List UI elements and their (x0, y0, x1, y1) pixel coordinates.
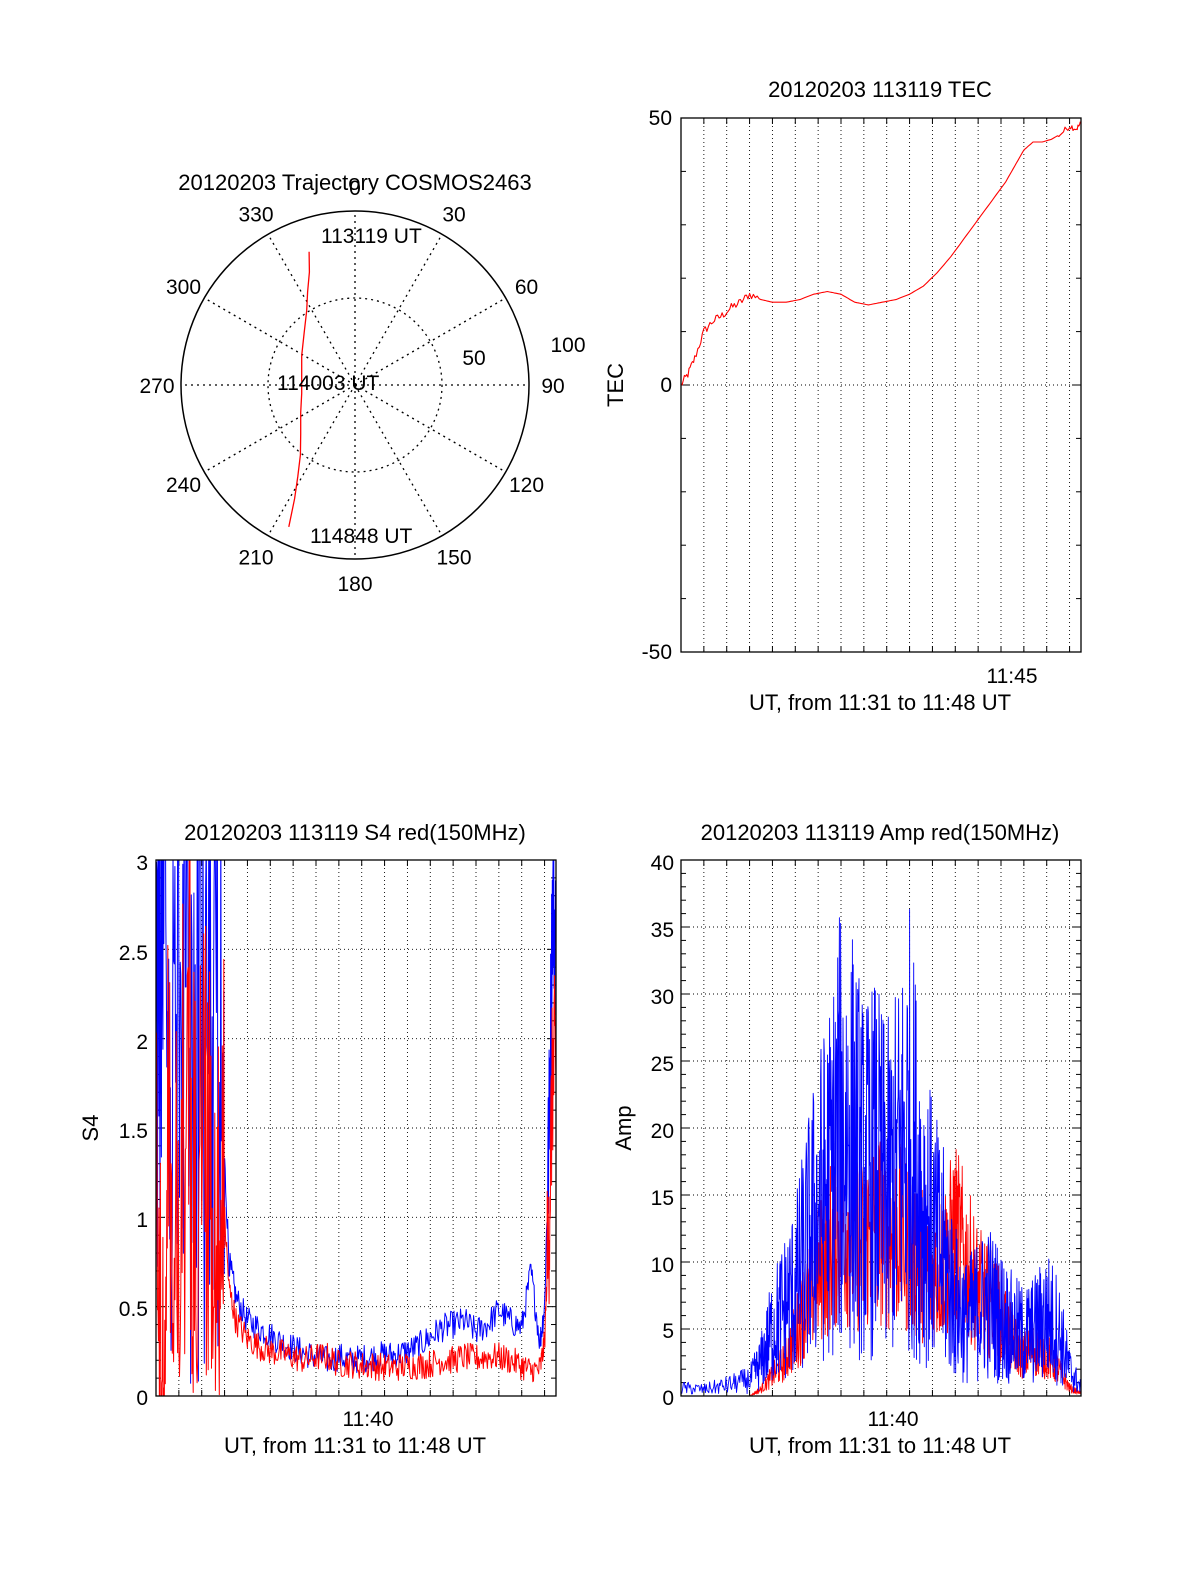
tec-ylabel: TEC (603, 363, 628, 407)
amp-ytick-label: 0 (662, 1387, 674, 1410)
polar-azimuth-label: 30 (442, 204, 465, 227)
polar-spoke (354, 384, 507, 473)
s4-xlabel: UT, from 11:31 to 11:48 UT (224, 1433, 486, 1458)
s4-ytick-label: 1 (136, 1209, 148, 1232)
polar-spoke (203, 384, 356, 473)
polar-spoke (354, 233, 443, 386)
amp-ytick-label: 30 (651, 986, 674, 1009)
polar-radius-label-50: 50 (462, 347, 485, 370)
amp-xtick-label: 11:40 (868, 1408, 919, 1431)
polar-outer-ring (180, 210, 530, 560)
s4-xtick-label: 11:40 (343, 1408, 394, 1431)
polar-azimuth-label: 210 (238, 547, 273, 570)
series-line-blue (156, 860, 556, 1384)
polar-azimuth-label: 150 (436, 547, 471, 570)
polar-azimuth-label: 300 (166, 276, 201, 299)
polar-azimuth-label: 270 (139, 375, 174, 398)
polar-spoke (203, 297, 356, 386)
polar-azimuth-label: 90 (541, 375, 564, 398)
series-group (156, 860, 556, 1396)
polar-azimuth-label: 330 (238, 204, 273, 227)
polar-azimuth-label: 60 (515, 276, 538, 299)
amp-ylabel: Amp (611, 1105, 636, 1150)
s4-ytick-label: 0 (136, 1387, 148, 1410)
tec-xtick-label: 11:45 (987, 665, 1038, 688)
tec-title: 20120203 113119 TEC (768, 77, 992, 102)
polar-azimuth-label: 0 (349, 177, 361, 200)
plot-frame (680, 117, 1082, 653)
amp-ytick-label: 5 (662, 1320, 674, 1343)
polar-spoke (354, 384, 443, 537)
trajectory-title: 20120203 Trajectory COSMOS2463 (178, 170, 531, 195)
tec-ytick-label: 50 (649, 107, 672, 130)
polar-azimuth-label: 120 (509, 474, 544, 497)
polar-spoke (354, 297, 507, 386)
series-line-red (681, 121, 1081, 386)
trajectory-panel: 20120203 Trajectory COSMOS2463 0 30 60 90 12… (139, 170, 585, 596)
s4-ytick-label: 3 (136, 852, 148, 875)
s4-plot-area (155, 859, 557, 1397)
polar-spoke (267, 384, 356, 537)
tec-plot-area (680, 117, 1082, 653)
s4-panel: 20120203 113119 S4 red(150MHz) S4 UT, fr… (78, 820, 557, 1458)
s4-ytick-label: 2 (136, 1031, 148, 1054)
amp-panel: 20120203 113119 Amp red(150MHz) Amp UT, … (611, 820, 1082, 1458)
polar-spoke (267, 233, 356, 386)
amp-plot-area (680, 859, 1082, 1397)
amp-ytick-label: 10 (651, 1254, 674, 1277)
polar-azimuth-label: 180 (337, 573, 372, 596)
s4-ytick-label: 0.5 (119, 1298, 148, 1321)
s4-ytick-label: 2.5 (119, 942, 148, 965)
tec-ytick-label: -50 (642, 641, 672, 664)
polar-radius-label-100: 100 (550, 334, 585, 357)
tec-xlabel: UT, from 11:31 to 11:48 UT (749, 690, 1011, 715)
series-line-blue (681, 908, 1081, 1395)
trajectory-annotation-start: 113119 UT (321, 225, 422, 248)
amp-ytick-label: 20 (651, 1120, 674, 1143)
polar-azimuth-label: 240 (166, 474, 201, 497)
amp-title: 20120203 113119 Amp red(150MHz) (701, 820, 1060, 845)
trajectory-track (288, 251, 311, 528)
amp-ytick-label: 35 (651, 919, 674, 942)
tec-ytick-label: 0 (660, 374, 672, 397)
amp-ytick-label: 25 (651, 1053, 674, 1076)
series-line-red (156, 860, 556, 1396)
plot-frame (680, 859, 1082, 1397)
plot-frame (155, 859, 557, 1397)
polar-inner-ring (267, 297, 443, 473)
amp-ytick-label: 40 (651, 852, 674, 875)
series-group (681, 121, 1081, 386)
trajectory-annotation-end: 114848 UT (310, 525, 413, 548)
polar-azimuth-labels: 0 30 60 90 120 150 180 210 240 270 300 330 (139, 177, 564, 596)
s4-ytick-label: 1.5 (119, 1120, 148, 1143)
trajectory-annotation-mid: 114003 UT (277, 372, 380, 395)
tec-panel: 20120203 113119 TEC TEC UT, from 11:31 t… (603, 77, 1082, 715)
polar-spokes (181, 211, 529, 559)
series-group (681, 908, 1081, 1396)
amp-ytick-label: 15 (651, 1187, 674, 1210)
s4-ylabel: S4 (78, 1115, 103, 1142)
amp-xlabel: UT, from 11:31 to 11:48 UT (749, 1433, 1011, 1458)
s4-title: 20120203 113119 S4 red(150MHz) (184, 820, 526, 845)
